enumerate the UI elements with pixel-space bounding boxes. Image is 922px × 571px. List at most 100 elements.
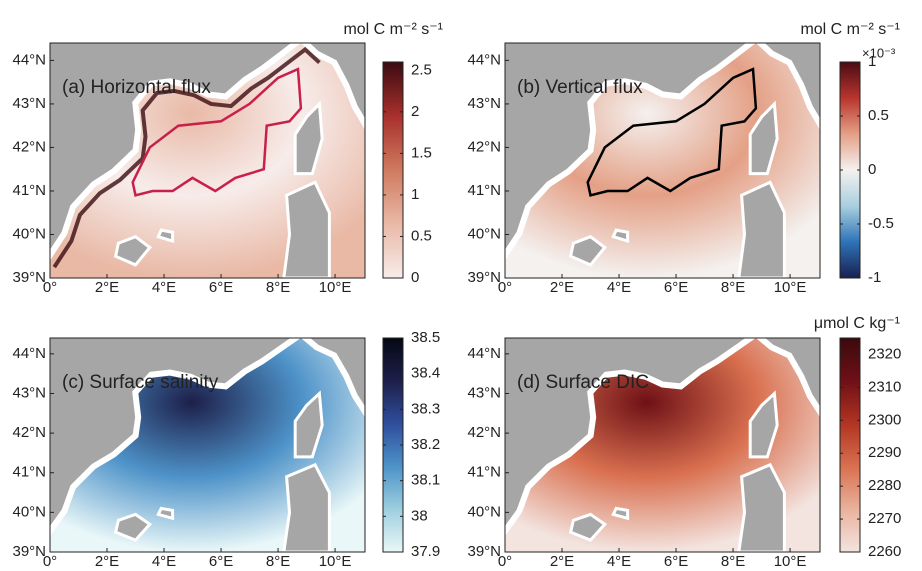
map	[505, 43, 820, 278]
lon-tick-label: 10°E	[319, 553, 352, 570]
lat-tick-label: 43°N	[12, 95, 46, 112]
lon-tick-label: 8°E	[266, 553, 290, 570]
cb-tick-label: 38.2	[411, 436, 440, 453]
island	[568, 235, 607, 267]
lon-tick-label: 6°E	[209, 279, 233, 296]
map-frame	[504, 337, 821, 553]
colorbar	[839, 337, 861, 553]
cb-unit: mol C m⁻² s⁻¹	[800, 21, 900, 38]
map-frame	[504, 42, 821, 279]
cb-tick-label: 38.5	[411, 329, 440, 346]
island	[293, 390, 324, 459]
panel-title: (b) Vertical flux	[517, 77, 643, 98]
lon-tick-label: 4°E	[152, 553, 176, 570]
cb-unit: mol C m⁻² s⁻¹	[343, 21, 443, 38]
island	[156, 228, 175, 244]
cb-tick-label: 0	[411, 269, 419, 286]
lon-tick-label: 6°E	[664, 279, 688, 296]
lat-tick-label: 42°N	[467, 138, 501, 155]
island	[293, 100, 324, 176]
island	[282, 462, 331, 552]
island	[113, 512, 153, 542]
island	[748, 390, 779, 459]
study-region	[131, 67, 303, 197]
lon-tick-label: 4°E	[152, 279, 176, 296]
cb-tick-label: -1	[868, 269, 881, 286]
cb-tick-label: 2270	[868, 510, 901, 527]
island	[748, 100, 779, 176]
sea	[505, 43, 820, 278]
lat-tick-label: 39°N	[12, 269, 46, 286]
lon-tick-label: 8°E	[266, 279, 290, 296]
lat-tick-label: 41°N	[467, 464, 501, 481]
lat-tick-label: 39°N	[467, 543, 501, 560]
lon-tick-label: 2°E	[550, 279, 574, 296]
lon-tick-label: 0°	[43, 553, 57, 570]
cb-tick-label: 1	[411, 186, 419, 203]
lon-tick-label: 0°	[43, 279, 57, 296]
lat-tick-label: 43°N	[12, 384, 46, 401]
map-frame	[49, 337, 366, 553]
map	[50, 338, 365, 552]
cb-tick-label: 2	[411, 103, 419, 120]
sea	[505, 338, 820, 552]
panel-title: (c) Surface salinity	[62, 372, 219, 393]
sea	[50, 338, 365, 552]
cb-multiplier: ×10⁻³	[862, 45, 896, 60]
map	[50, 43, 365, 278]
lat-tick-label: 42°N	[467, 424, 501, 441]
cb-tick-label: 1.5	[411, 144, 432, 161]
cb-tick-label: -0.5	[868, 215, 894, 232]
island	[737, 462, 786, 552]
lon-tick-label: 0°	[498, 279, 512, 296]
lat-tick-label: 43°N	[467, 384, 501, 401]
cb-tick-label: 38.3	[411, 400, 440, 417]
cb-tick-label: 38	[411, 507, 428, 524]
panel-title: (a) Horizontal flux	[62, 77, 211, 98]
lon-tick-label: 6°E	[209, 553, 233, 570]
lon-tick-label: 4°E	[607, 279, 631, 296]
study-region	[586, 67, 758, 197]
island	[737, 180, 786, 278]
lat-tick-label: 41°N	[12, 182, 46, 199]
lat-tick-label: 40°N	[467, 225, 501, 242]
cb-tick-label: 1	[868, 53, 876, 70]
lat-tick-label: 44°N	[467, 345, 501, 362]
cb-tick-label: 2300	[868, 411, 901, 428]
lat-tick-label: 39°N	[12, 543, 46, 560]
lat-tick-label: 44°N	[12, 345, 46, 362]
lat-tick-label: 39°N	[467, 269, 501, 286]
cb-tick-label: 2290	[868, 444, 901, 461]
colorbar	[382, 61, 404, 279]
lon-tick-label: 4°E	[607, 553, 631, 570]
sea	[50, 43, 365, 278]
cb-tick-label: 2260	[868, 543, 901, 560]
cb-tick-label: 37.9	[411, 543, 440, 560]
lat-tick-label: 41°N	[12, 464, 46, 481]
lat-tick-label: 42°N	[12, 138, 46, 155]
island	[568, 512, 608, 542]
cb-tick-label: 2320	[868, 345, 901, 362]
lat-tick-label: 44°N	[467, 51, 501, 68]
cb-tick-label: 2280	[868, 477, 901, 494]
lon-tick-label: 2°E	[95, 279, 119, 296]
lat-tick-label: 40°N	[12, 503, 46, 520]
island	[113, 235, 152, 267]
map-frame	[49, 42, 366, 279]
lat-tick-label: 41°N	[467, 182, 501, 199]
panel-title: (d) Surface DIC	[517, 372, 649, 393]
map	[505, 338, 820, 552]
lon-tick-label: 8°E	[721, 279, 745, 296]
lat-tick-label: 43°N	[467, 95, 501, 112]
lat-tick-label: 40°N	[12, 225, 46, 242]
cb-tick-label: 38.1	[411, 472, 440, 489]
lon-tick-label: 2°E	[95, 553, 119, 570]
lat-tick-label: 40°N	[467, 503, 501, 520]
lat-tick-label: 44°N	[12, 51, 46, 68]
island	[156, 506, 175, 521]
lon-tick-label: 10°E	[774, 279, 807, 296]
lon-tick-label: 2°E	[550, 553, 574, 570]
lon-tick-label: 10°E	[319, 279, 352, 296]
island	[611, 506, 630, 521]
